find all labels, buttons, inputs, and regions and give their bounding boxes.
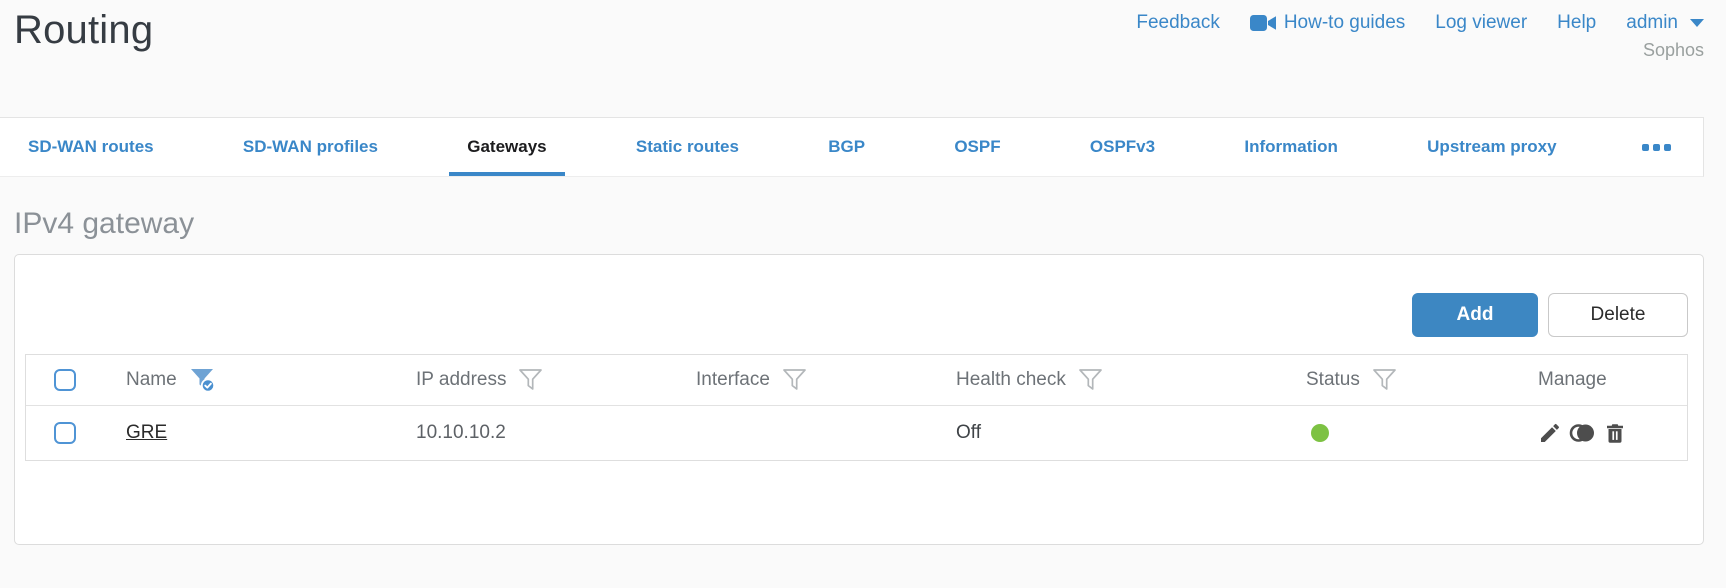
- tab-sd-wan-profiles[interactable]: SD-WAN profiles: [242, 137, 378, 156]
- ellipsis-icon: [1641, 143, 1649, 151]
- column-header-name: Name: [126, 369, 177, 390]
- delete-button[interactable]: Delete: [1548, 293, 1688, 337]
- tab-information[interactable]: Information: [1244, 137, 1338, 156]
- filter-icon[interactable]: [1078, 368, 1103, 392]
- tab-bgp[interactable]: BGP: [828, 137, 866, 156]
- brand-label: Sophos: [1642, 40, 1704, 60]
- header-links: Feedback How-to guides Log viewer Help a…: [1136, 12, 1704, 34]
- column-header-manage: Manage: [1538, 369, 1607, 390]
- tab-static-routes[interactable]: Static routes: [635, 137, 739, 156]
- tab-ospfv3[interactable]: OSPFv3: [1089, 137, 1156, 156]
- more-tabs-button[interactable]: [1628, 118, 1685, 176]
- header-right: Feedback How-to guides Log viewer Help a…: [1136, 4, 1704, 61]
- table-header-row: Name IP address: [26, 355, 1687, 406]
- row-checkbox[interactable]: [54, 422, 76, 444]
- gateway-ip-address: 10.10.10.2: [416, 422, 506, 443]
- edit-icon[interactable]: [1538, 421, 1562, 445]
- delete-icon[interactable]: [1603, 421, 1627, 445]
- filter-icon[interactable]: [518, 368, 543, 392]
- gateway-table: Name IP address: [25, 354, 1688, 461]
- manage-actions: [1538, 421, 1627, 445]
- log-viewer-link[interactable]: Log viewer: [1435, 12, 1528, 33]
- chevron-down-icon: [1690, 19, 1704, 27]
- content-area: IPv4 gateway Add Delete Name: [0, 207, 1726, 545]
- tab-sd-wan-routes[interactable]: SD-WAN routes: [28, 137, 154, 156]
- filter-applied-icon[interactable]: [189, 367, 219, 394]
- filter-icon[interactable]: [1372, 368, 1397, 392]
- tab-bar: SD-WAN routes SD-WAN profiles Gateways S…: [0, 117, 1704, 177]
- add-button[interactable]: Add: [1412, 293, 1538, 337]
- clone-icon[interactable]: [1569, 421, 1596, 445]
- column-header-ip-address: IP address: [416, 369, 507, 390]
- ipv4-gateway-panel: Add Delete Name: [14, 254, 1704, 545]
- status-up-indicator: [1311, 424, 1329, 442]
- howto-guides-link[interactable]: How-to guides: [1249, 12, 1405, 34]
- column-header-health-check: Health check: [956, 369, 1066, 390]
- video-camera-icon: [1249, 14, 1276, 32]
- toolbar: Add Delete: [25, 293, 1693, 337]
- table-row: GRE 10.10.10.2 Off: [26, 406, 1687, 460]
- feedback-link[interactable]: Feedback: [1136, 12, 1220, 33]
- select-all-checkbox[interactable]: [54, 369, 76, 391]
- top-header: Routing Feedback How-to guides Log viewe…: [0, 0, 1726, 117]
- user-menu[interactable]: admin: [1626, 12, 1704, 34]
- section-heading: IPv4 gateway: [14, 207, 195, 240]
- page-title: Routing: [14, 8, 154, 52]
- column-header-status: Status: [1306, 369, 1360, 390]
- column-header-interface: Interface: [696, 369, 770, 390]
- help-link[interactable]: Help: [1557, 12, 1597, 33]
- tab-ospf[interactable]: OSPF: [954, 137, 1001, 156]
- gateway-health-check: Off: [956, 422, 981, 443]
- tab-gateways[interactable]: Gateways: [449, 118, 565, 176]
- filter-icon[interactable]: [782, 368, 807, 392]
- tab-upstream-proxy[interactable]: Upstream proxy: [1427, 137, 1557, 156]
- gateway-name-link[interactable]: GRE: [126, 422, 168, 443]
